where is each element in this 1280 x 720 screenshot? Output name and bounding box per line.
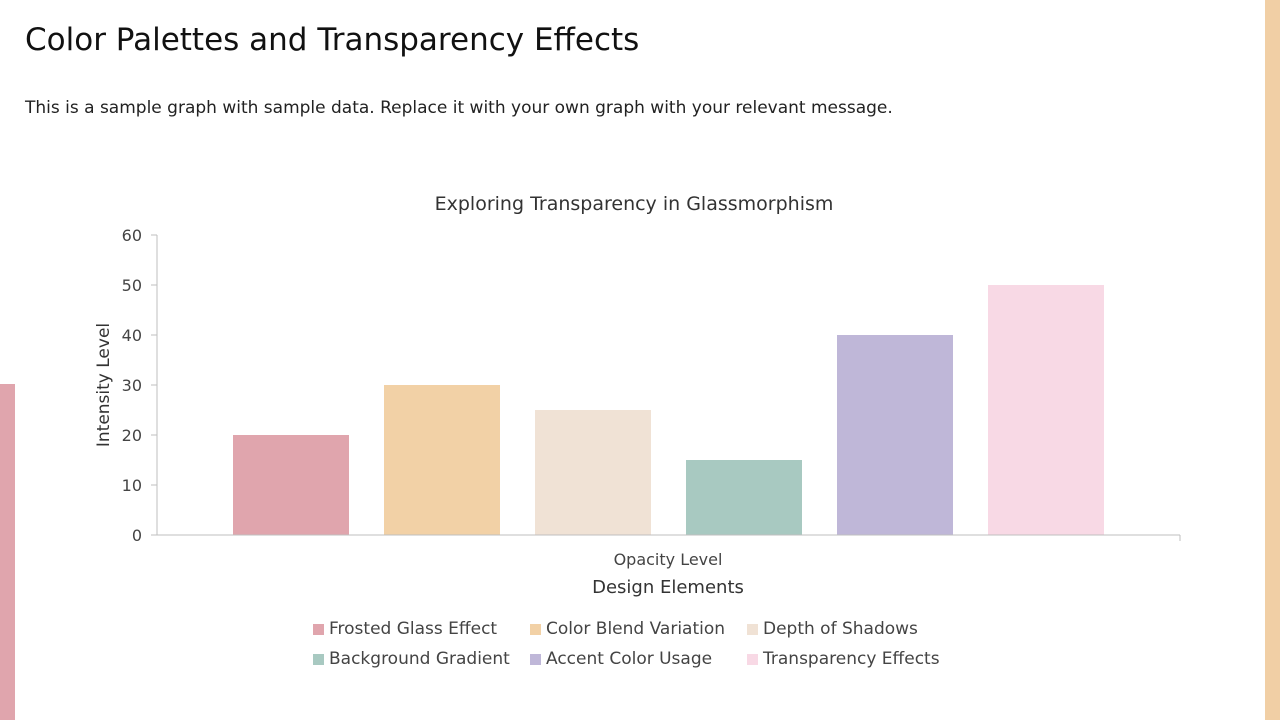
- y-tick-label: 20: [122, 426, 142, 445]
- legend-label: Depth of Shadows: [763, 619, 918, 639]
- legend-item: Frosted Glass Effect: [313, 618, 530, 640]
- legend-label: Background Gradient: [329, 649, 510, 669]
- left-accent-bar: [0, 384, 15, 720]
- legend-swatch: [747, 653, 758, 665]
- bar-depth-of-shadows: [535, 410, 651, 535]
- legend-label: Color Blend Variation: [546, 619, 726, 639]
- legend-swatch: [530, 653, 541, 665]
- bar-transparency-effects: [988, 285, 1104, 535]
- legend-swatch: [313, 623, 324, 635]
- right-accent-bar: [1265, 0, 1280, 720]
- y-tick-label: 10: [122, 476, 142, 495]
- y-tick-label: 0: [132, 526, 142, 545]
- bar-accent-color-usage: [837, 335, 953, 535]
- slide-title: Color Palettes and Transparency Effects: [25, 22, 640, 58]
- y-tick-label: 30: [122, 376, 142, 395]
- legend-item: Depth of Shadows: [747, 618, 973, 640]
- legend-item: Transparency Effects: [747, 648, 973, 670]
- bar-frosted-glass-effect: [233, 435, 349, 535]
- x-axis-title: Design Elements: [592, 577, 744, 598]
- y-tick-label: 60: [122, 226, 142, 245]
- legend-item: Color Blend Variation: [530, 618, 747, 640]
- legend-label: Frosted Glass Effect: [329, 619, 498, 639]
- y-axis-ticks: 0 10 20 30 40 50 60: [122, 226, 157, 545]
- bar-color-blend-variation: [384, 385, 500, 535]
- bars-group: [233, 285, 1104, 535]
- chart-legend: Frosted Glass Effect Color Blend Variatio…: [313, 618, 973, 670]
- legend-item: Accent Color Usage: [530, 648, 747, 670]
- bar-background-gradient: [686, 460, 802, 535]
- legend-swatch: [747, 623, 758, 635]
- legend-swatch: [530, 623, 541, 635]
- legend-label: Accent Color Usage: [546, 649, 713, 669]
- y-tick-label: 40: [122, 326, 142, 345]
- legend-swatch: [313, 653, 324, 665]
- y-tick-label: 50: [122, 276, 142, 295]
- slide-subtitle: This is a sample graph with sample data.…: [25, 98, 893, 118]
- legend-label: Transparency Effects: [763, 649, 940, 669]
- x-category-label: Opacity Level: [614, 550, 723, 569]
- chart-title: Exploring Transparency in Glassmorphism: [435, 193, 834, 215]
- legend-item: Background Gradient: [313, 648, 530, 670]
- y-axis-title: Intensity Level: [94, 323, 114, 447]
